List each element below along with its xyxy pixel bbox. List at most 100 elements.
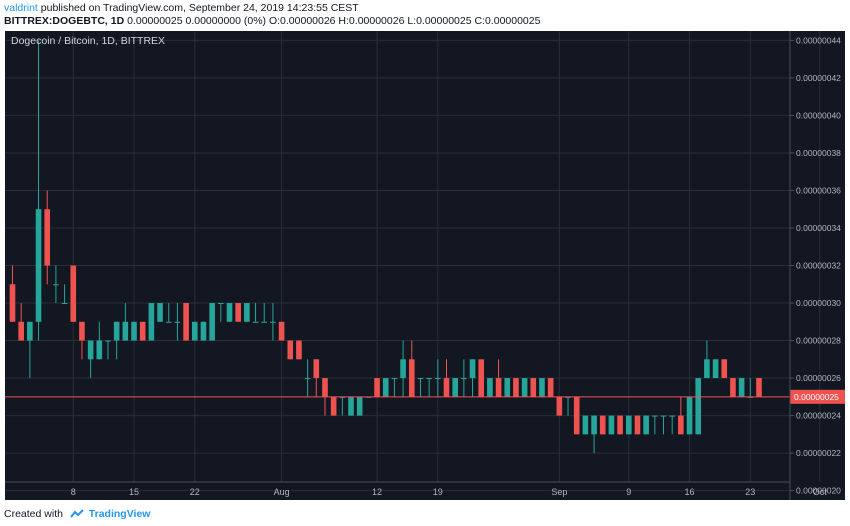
candle-down <box>296 340 302 360</box>
price-label: 0.00000025 <box>794 392 839 402</box>
candle-up <box>27 321 33 379</box>
candle-body <box>686 396 693 435</box>
candle-body <box>157 303 163 322</box>
candle-down <box>573 396 580 435</box>
candle-body <box>148 303 155 341</box>
candle-up <box>191 321 198 341</box>
candle-down <box>183 303 189 341</box>
candle-body <box>678 415 684 435</box>
candle-body <box>643 415 649 435</box>
candle-body <box>131 321 137 341</box>
tradingview-brand[interactable]: TradingView <box>88 508 151 520</box>
candle-body <box>652 415 658 417</box>
candle-body <box>521 378 528 397</box>
x-tick-label: 9 <box>626 487 631 497</box>
candle-body <box>461 378 467 380</box>
candle-up <box>426 378 432 397</box>
candle-down <box>478 359 485 397</box>
candle-down <box>330 396 337 416</box>
candle-body <box>183 303 189 341</box>
candle-body <box>617 415 623 435</box>
candle-down <box>495 359 502 397</box>
candle-body <box>634 415 641 435</box>
chart-panel[interactable]: 0.00000025 0.00000044 0.00000042 0.0000004… <box>5 31 845 500</box>
candle-body <box>400 359 406 379</box>
candle-up <box>356 396 363 416</box>
candle-down <box>513 378 519 397</box>
candle-up <box>226 303 233 322</box>
candle-down <box>70 265 77 322</box>
candle-body <box>660 415 667 417</box>
candle-body <box>756 378 762 397</box>
footer: Created with TradingView <box>4 508 150 520</box>
candle-body <box>53 284 59 286</box>
candle-up <box>738 378 745 397</box>
candle-down <box>617 415 623 435</box>
candlestick-chart[interactable]: 0.00000025 0.000000440.000000420.0000004… <box>5 31 845 500</box>
candle-body <box>304 378 311 380</box>
candle-up <box>461 359 467 397</box>
candle-up <box>695 378 702 435</box>
candle-up <box>452 378 458 397</box>
candle-down <box>599 415 606 435</box>
candle-body <box>408 359 415 397</box>
candle-body <box>704 359 710 379</box>
y-tick-label: 0.00000042 <box>796 73 841 83</box>
candle-body <box>287 340 294 360</box>
candle-down <box>313 359 320 397</box>
candle-body <box>191 321 198 341</box>
candle-body <box>374 378 380 397</box>
candle-body <box>244 303 250 322</box>
candle-body <box>174 321 181 323</box>
candle-up <box>400 340 406 397</box>
published-text: published on TradingView.com, September … <box>40 2 359 14</box>
candle-body <box>530 378 537 397</box>
candle-down <box>556 396 563 416</box>
candle-up <box>382 378 389 397</box>
y-tick-label: 0.00000022 <box>796 448 841 458</box>
candle-up <box>252 303 259 323</box>
candle-body <box>330 396 337 416</box>
candle-up <box>565 396 571 416</box>
candle-down <box>18 303 24 341</box>
candle-up <box>165 303 172 323</box>
candle-body <box>487 378 493 397</box>
candle-body <box>61 303 68 305</box>
candle-up <box>643 415 649 435</box>
candle-body <box>435 378 441 380</box>
x-tick-label: 16 <box>685 487 695 497</box>
candle-down <box>235 303 241 322</box>
candle-body <box>582 415 589 435</box>
candle-body <box>417 378 424 380</box>
candle-body <box>218 303 224 305</box>
ohlc-values: 0.00000025 0.00000000 (0%) O:0.00000026 … <box>127 15 541 27</box>
candle-body <box>721 359 728 379</box>
candle-body <box>165 321 172 323</box>
candle-body <box>261 321 268 323</box>
candle-down <box>721 359 728 379</box>
candle-up <box>61 284 68 305</box>
candle-body <box>599 415 606 435</box>
candle-down <box>634 415 641 435</box>
candle-body <box>87 340 94 360</box>
author-link[interactable]: valdrint <box>4 2 38 14</box>
candle-up <box>218 303 224 322</box>
current-price: 0.00000025 <box>5 389 845 404</box>
candle-body <box>738 378 745 397</box>
y-tick-label: 0.00000028 <box>796 336 841 346</box>
candle-body <box>313 359 320 379</box>
candle-body <box>608 415 615 435</box>
publish-info: valdrint published on TradingView.com, S… <box>4 2 359 14</box>
candle-up <box>747 378 754 398</box>
candle-up <box>244 303 250 322</box>
created-with-text: Created with <box>4 508 63 520</box>
candle-up <box>148 303 155 341</box>
candle-body <box>443 378 450 397</box>
x-tick-label: Sep <box>551 487 567 497</box>
candle-up <box>209 303 215 341</box>
candle-down <box>443 359 450 397</box>
candle-body <box>478 359 485 397</box>
candle-body <box>44 209 51 266</box>
candle-up <box>469 359 476 397</box>
candle-down <box>287 340 294 360</box>
